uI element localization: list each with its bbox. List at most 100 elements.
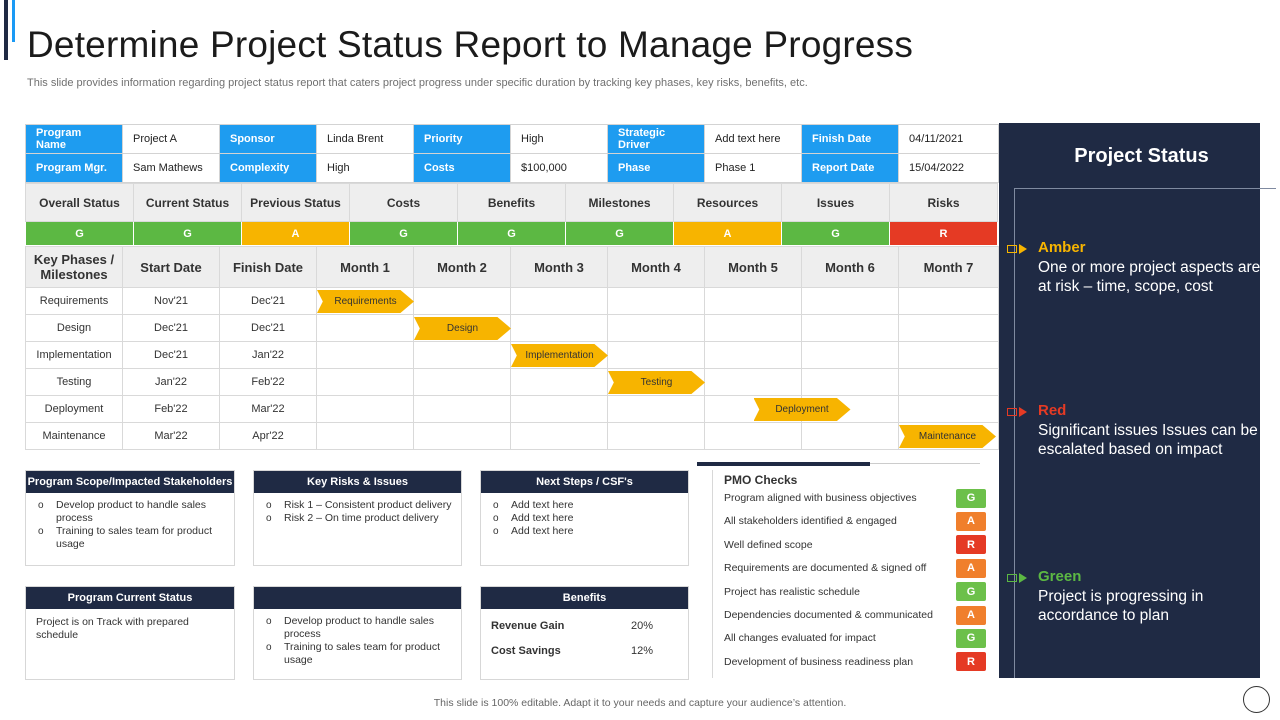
start-date-cell: Nov'21 <box>122 287 220 315</box>
status-badge: A <box>673 221 782 246</box>
benefit-row: Cost Savings 12% <box>481 638 688 663</box>
pmo-check-label: Project has realistic schedule <box>724 585 860 598</box>
list-item: Add text here <box>493 499 680 512</box>
info-value: 04/11/2021 <box>898 124 999 154</box>
page-subtitle: This slide provides information regardin… <box>27 77 808 89</box>
phase-cell: Implementation <box>25 341 123 369</box>
status-header: Costs <box>349 183 458 222</box>
month-cell: Maintenance <box>898 422 999 450</box>
info-value: $100,000 <box>510 153 608 183</box>
status-header: Milestones <box>565 183 674 222</box>
status-badge: A <box>956 605 986 625</box>
unlabeled-box-title <box>254 587 461 609</box>
arrow-right-icon <box>1019 244 1027 254</box>
pmo-check-label: All changes evaluated for impact <box>724 632 876 645</box>
gantt-header: Month 5 <box>704 246 802 288</box>
pmo-check-row: All stakeholders identified & engaged A <box>724 511 986 531</box>
scope-box-title: Program Scope/Impacted Stakeholders <box>26 471 234 493</box>
status-table: Overall Status Current Status Previous S… <box>25 183 998 246</box>
status-badge: R <box>956 652 986 672</box>
pmo-check-label: Requirements are documented & signed off <box>724 562 927 575</box>
pmo-check-row: Well defined scope R <box>724 535 986 555</box>
status-badge: G <box>565 221 674 246</box>
month-cell <box>801 314 899 342</box>
month-cell <box>510 287 608 315</box>
month-cell <box>898 287 999 315</box>
finish-date-cell: Mar'22 <box>219 395 317 423</box>
month-cell <box>607 422 705 450</box>
info-value: High <box>316 153 414 183</box>
legend-marker-icon <box>1007 408 1017 416</box>
gantt-header: Month 6 <box>801 246 899 288</box>
start-date-cell: Dec'21 <box>122 341 220 369</box>
phase-cell: Design <box>25 314 123 342</box>
pmo-check-row: All changes evaluated for impact G <box>724 628 986 648</box>
info-value: Linda Brent <box>316 124 414 154</box>
legend-name: Red <box>1038 402 1067 419</box>
month-cell <box>413 368 511 396</box>
scope-box: Program Scope/Impacted Stakeholders Deve… <box>25 470 235 566</box>
info-label: Priority <box>413 124 511 154</box>
status-header: Current Status <box>133 183 242 222</box>
gantt-header: Start Date <box>122 246 220 288</box>
milestone-arrow: Requirements <box>317 290 414 313</box>
info-label: Complexity <box>219 153 317 183</box>
status-badge: G <box>956 582 986 602</box>
benefit-value: 20% <box>631 619 654 632</box>
info-value: Sam Mathews <box>122 153 220 183</box>
list-item: Develop product to handle sales process <box>266 615 453 641</box>
start-date-cell: Mar'22 <box>122 422 220 450</box>
panel-divider <box>1014 188 1276 189</box>
status-badge: G <box>133 221 242 246</box>
info-label: Program Mgr. <box>25 153 123 183</box>
pmo-divider <box>870 463 980 464</box>
footer-note: This slide is 100% editable. Adapt it to… <box>433 697 847 709</box>
month-cell <box>607 395 705 423</box>
status-badge: G <box>349 221 458 246</box>
list-item: Add text here <box>493 525 680 538</box>
milestone-arrow: Design <box>414 317 511 340</box>
month-cell <box>898 341 999 369</box>
table-row: Maintenance Mar'22 Apr'22 Maintenance <box>25 422 999 450</box>
month-cell <box>801 368 899 396</box>
arrow-right-icon <box>1019 573 1027 583</box>
info-row-1: Program Name Project A Sponsor Linda Bre… <box>25 124 999 154</box>
finish-date-cell: Dec'21 <box>219 287 317 315</box>
finish-date-cell: Apr'22 <box>219 422 317 450</box>
program-info-table: Program Name Project A Sponsor Linda Bre… <box>25 124 999 183</box>
status-header: Issues <box>781 183 890 222</box>
gantt-header: Month 3 <box>510 246 608 288</box>
info-label: Strategic Driver <box>607 124 705 154</box>
info-label: Program Name <box>25 124 123 154</box>
list-item: Training to sales team for product usage <box>266 641 453 667</box>
month-cell <box>510 422 608 450</box>
month-cell: Testing <box>607 368 705 396</box>
month-cell <box>898 368 999 396</box>
pmo-check-row: Development of business readiness plan R <box>724 652 986 672</box>
status-badge: A <box>956 511 986 531</box>
unlabeled-box: Develop product to handle sales process … <box>253 586 462 680</box>
month-cell <box>316 314 414 342</box>
milestone-arrow: Implementation <box>511 344 608 367</box>
month-cell <box>413 341 511 369</box>
page-title: Determine Project Status Report to Manag… <box>27 24 914 65</box>
info-label: Report Date <box>801 153 899 183</box>
status-badge: R <box>956 535 986 555</box>
start-date-cell: Dec'21 <box>122 314 220 342</box>
legend-desc: One or more project aspects are at risk … <box>1038 259 1261 295</box>
current-status-text: Project is on Track with prepared schedu… <box>36 616 189 641</box>
table-row: Requirements Nov'21 Dec'21 Requirements <box>25 287 999 315</box>
table-row: Design Dec'21 Dec'21 Design <box>25 314 999 342</box>
month-cell <box>510 368 608 396</box>
month-cell <box>413 395 511 423</box>
table-row: Deployment Feb'22 Mar'22 Deployment <box>25 395 999 423</box>
pmo-check-label: Dependencies documented & communicated <box>724 609 933 621</box>
month-cell: Deployment <box>704 395 851 423</box>
month-cell <box>898 395 999 423</box>
month-cell: Design <box>413 314 511 342</box>
accent-bar <box>4 0 15 60</box>
status-header: Overall Status <box>25 183 134 222</box>
gantt-header: Month 4 <box>607 246 705 288</box>
finish-date-cell: Jan'22 <box>219 341 317 369</box>
month-cell <box>316 395 414 423</box>
